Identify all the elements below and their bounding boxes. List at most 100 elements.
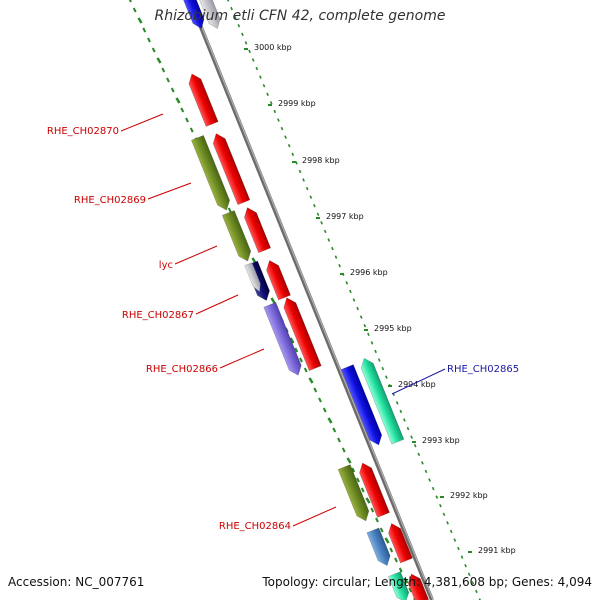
ruler-dot	[374, 349, 377, 354]
gc-skew-dot	[389, 547, 394, 553]
ruler-dot	[439, 503, 442, 508]
kbp-tick-label: 2996 kbp	[350, 268, 388, 277]
gene-feature-blue	[180, 0, 205, 30]
ruler-dot	[273, 109, 277, 114]
label-leader-line	[391, 368, 446, 395]
gc-skew-dot	[185, 117, 189, 123]
ruler-dot	[345, 281, 349, 285]
gc-skew-dot	[303, 367, 308, 373]
kbp-tick-label: 2997 kbp	[326, 212, 364, 221]
ruler-dot	[417, 452, 421, 457]
gc-skew-dot	[156, 57, 162, 64]
gc-skew-dot	[147, 37, 151, 43]
gene-label[interactable]: lyc	[159, 260, 173, 271]
label-leader-line	[292, 506, 337, 527]
ruler-dot	[291, 152, 295, 157]
ruler-dot	[259, 75, 262, 79]
genome-backbone	[188, 0, 434, 600]
gc-skew-dot	[170, 87, 175, 93]
ruler-dot	[349, 289, 352, 294]
ruler-dot	[320, 221, 323, 225]
kbp-ruler: 3000 kbp 2999 kbp 2998 kbp 2997 kbp 2996 kbp…	[227, 0, 516, 600]
gc-skew-dot	[289, 337, 295, 344]
gene-label[interactable]: RHE_CH02864	[219, 521, 291, 532]
ruler-dot	[227, 0, 230, 2]
ruler-dot	[334, 255, 338, 259]
gc-skew-dot	[384, 537, 390, 544]
gene-feature-grey	[196, 0, 221, 30]
gc-skew-dot	[370, 507, 375, 513]
gene-label[interactable]: RHE_CH02869	[74, 195, 146, 206]
gc-skew-dot	[327, 417, 333, 424]
genome-stats-text: Topology: circular; Length: 4,381,608 bp…	[262, 575, 592, 589]
ruler-dot	[406, 426, 410, 431]
gc-skew-dot	[351, 467, 356, 473]
ruler-dot	[421, 461, 424, 465]
label-leader-line	[195, 294, 239, 315]
gc-skew-dot	[375, 517, 379, 523]
gene-feature-red	[359, 462, 390, 518]
gc-skew-dot	[360, 487, 365, 493]
accession-text: Accession: NC_007761	[8, 575, 145, 589]
ruler-dot	[266, 92, 269, 97]
ruler-dot	[309, 195, 313, 199]
ruler-dot	[363, 323, 367, 328]
gc-skew-dot	[308, 377, 314, 384]
gc-skew-dot	[299, 357, 303, 363]
backbone-line	[188, 0, 434, 600]
gc-skew-dot	[346, 457, 352, 464]
ruler-dot	[460, 555, 464, 559]
ruler-dot	[431, 486, 435, 491]
kbp-tick-label: 2993 kbp	[422, 436, 460, 445]
gc-skew-dot	[365, 497, 371, 504]
gene-feature-red	[244, 207, 272, 254]
gc-skew-dot	[398, 567, 403, 573]
ruler-dot	[284, 135, 287, 139]
ruler-dot	[352, 298, 356, 302]
gene-feature-steel	[366, 527, 391, 567]
ruler-dot	[356, 306, 359, 311]
gc-skew-dot	[341, 447, 346, 453]
ruler-dot	[262, 83, 266, 88]
ruler-dot	[302, 178, 305, 182]
gene-label[interactable]: RHE_CH02866	[146, 364, 218, 375]
gc-skew-dot	[137, 17, 143, 24]
ruler-dot	[471, 581, 475, 585]
gene-label[interactable]: RHE_CH02870	[47, 126, 119, 137]
gene-feature-rhe-ch02864	[337, 464, 370, 522]
ruler-dot	[359, 315, 363, 319]
gc-skew-dot	[318, 397, 322, 403]
kbp-tick-label: 2999 kbp	[278, 99, 316, 108]
gene-feature-blue	[340, 364, 383, 446]
gc-skew-dot	[180, 107, 185, 113]
ruler-dot	[403, 418, 406, 422]
gene-feature-rhe-ch02869	[190, 135, 230, 211]
gc-skew-dot	[356, 477, 360, 483]
ruler-dot	[464, 563, 467, 568]
ruler-dot	[428, 478, 431, 482]
gene-label[interactable]: RHE_CH02865	[447, 364, 519, 375]
gene-feature-red	[407, 573, 430, 600]
ruler-dot	[381, 366, 385, 371]
ruler-dot	[255, 66, 259, 71]
ruler-dot	[248, 49, 251, 54]
gene-label[interactable]: RHE_CH02867	[122, 310, 194, 321]
gc-skew-dot	[175, 97, 181, 104]
ruler-dot	[323, 229, 327, 234]
kbp-tick-label: 2994 kbp	[398, 380, 436, 389]
gc-skew-track	[128, 0, 417, 600]
gc-skew-dot	[161, 67, 166, 73]
ruler-dot	[453, 538, 457, 542]
gene-features	[180, 0, 430, 600]
label-leader-line	[147, 182, 192, 200]
ruler-dot	[269, 101, 273, 105]
gc-skew-dot	[227, 207, 232, 213]
ruler-dot	[377, 358, 381, 362]
ruler-dot	[457, 546, 460, 551]
label-leader-line	[120, 113, 164, 132]
ruler-dot	[370, 341, 374, 345]
ruler-dot	[446, 521, 449, 525]
gc-skew-dot	[332, 427, 337, 433]
ruler-dot	[237, 23, 241, 28]
